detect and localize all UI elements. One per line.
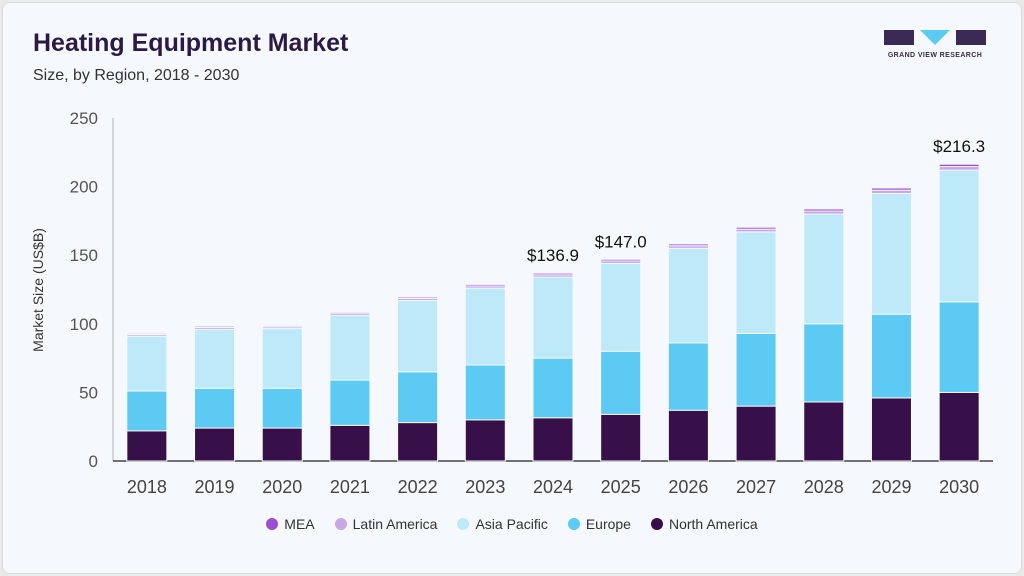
bar-segment-mea	[397, 296, 439, 299]
x-tick-label: 2019	[195, 477, 235, 497]
bar-segment-europe	[735, 332, 777, 407]
bar-segment-north-america	[870, 397, 912, 462]
bar-segment-europe	[803, 323, 845, 403]
y-tick-label: 150	[70, 246, 98, 265]
bar-segment-asia-pacific	[126, 335, 168, 392]
y-tick-label: 50	[79, 383, 98, 402]
bar-segment-north-america	[600, 413, 642, 462]
bar-segment-europe	[667, 342, 709, 411]
legend-label: MEA	[284, 516, 315, 532]
bar-segment-mea	[194, 325, 236, 329]
chart-title: Heating Equipment Market	[33, 29, 349, 57]
x-tick-label: 2021	[330, 477, 370, 497]
bar-segment-mea	[464, 283, 506, 287]
y-tick-label: 100	[70, 315, 98, 334]
bar-segment-mea	[938, 163, 980, 168]
bar-segment-latin-america	[938, 166, 980, 171]
legend-swatch	[457, 518, 470, 530]
y-axis-title: Market Size (US$B)	[30, 228, 46, 352]
legend-item: Asia Pacific	[457, 516, 548, 532]
bar-segment-north-america	[532, 417, 574, 462]
bar-segment-mea	[803, 208, 845, 212]
bar-segment-europe	[532, 357, 574, 419]
bar-segment-asia-pacific	[194, 328, 236, 389]
y-tick-label: 200	[70, 178, 98, 197]
legend-label: Asia Pacific	[475, 516, 548, 532]
bar-segment-europe	[329, 379, 371, 426]
legend-swatch	[567, 518, 580, 530]
bar-segment-asia-pacific	[600, 262, 642, 352]
x-tick-label: 2024	[533, 477, 573, 497]
bar-segment-asia-pacific	[803, 213, 845, 325]
chart-subtitle: Size, by Region, 2018 - 2030	[33, 67, 240, 84]
x-tick-label: 2027	[736, 477, 776, 497]
bar-segment-north-america	[194, 427, 236, 462]
data-label: $216.3	[933, 137, 985, 156]
bar-segment-mea	[261, 325, 303, 328]
bar-segment-europe	[600, 350, 642, 415]
bar-segment-europe	[126, 390, 168, 432]
y-tick-label: 250	[70, 109, 98, 128]
bar-segment-asia-pacific	[261, 328, 303, 389]
bar-segment-europe	[870, 313, 912, 399]
logo-text: GRAND VIEW RESEARCH	[887, 52, 983, 59]
legend-item: Europe	[567, 516, 631, 532]
bar-segment-north-america	[126, 430, 168, 462]
bar-segment-mea	[600, 258, 642, 262]
grand-view-research-logo: GRAND VIEW RESEARCH	[884, 28, 986, 62]
legend-item: MEA	[266, 516, 315, 532]
x-tick-label: 2028	[804, 477, 844, 497]
bar-segment-asia-pacific	[329, 315, 371, 381]
bar-segment-mea	[667, 243, 709, 247]
bar-segment-asia-pacific	[397, 299, 439, 373]
bar-segment-north-america	[397, 422, 439, 462]
legend-label: North America	[668, 516, 758, 532]
bar-segment-asia-pacific	[735, 231, 777, 334]
bar-segment-asia-pacific	[870, 192, 912, 315]
bar-segment-mea	[870, 187, 912, 191]
bar-segment-north-america	[464, 419, 506, 462]
x-tick-label: 2026	[668, 477, 708, 497]
x-tick-label: 2029	[871, 477, 911, 497]
legend-item: Latin America	[334, 516, 438, 532]
legend-swatch	[266, 518, 279, 530]
bar-segment-mea	[735, 226, 777, 230]
legend-swatch	[334, 518, 347, 530]
x-tick-label: 2023	[465, 477, 505, 497]
x-tick-label: 2018	[127, 477, 167, 497]
legend: MEA Latin America Asia Pacific Europe North …	[0, 516, 1024, 532]
bar-segment-europe	[464, 364, 506, 421]
x-tick-label: 2030	[939, 477, 979, 497]
bar-segment-mea	[532, 272, 574, 276]
bar-segment-europe	[261, 387, 303, 429]
legend-item: North America	[650, 516, 758, 532]
bar-segment-asia-pacific	[464, 287, 506, 366]
legend-swatch	[650, 518, 663, 530]
bar-segment-europe	[938, 301, 980, 393]
x-tick-label: 2022	[398, 477, 438, 497]
bar-segment-north-america	[261, 427, 303, 462]
data-label: $147.0	[595, 232, 647, 251]
bar-segment-north-america	[735, 405, 777, 462]
bar-segment-mea	[329, 311, 371, 315]
bar-segment-north-america	[803, 401, 845, 462]
bar-segment-north-america	[938, 391, 980, 462]
bar-segment-asia-pacific	[938, 169, 980, 303]
bar-segment-north-america	[667, 409, 709, 462]
legend-label: Europe	[585, 516, 631, 532]
x-tick-label: 2020	[262, 477, 302, 497]
data-label: $136.9	[527, 246, 579, 265]
bar-segment-north-america	[329, 424, 371, 462]
bar-segment-asia-pacific	[667, 247, 709, 344]
bar-segment-europe	[194, 387, 236, 429]
y-tick-label: 0	[89, 452, 98, 471]
x-tick-label: 2025	[601, 477, 641, 497]
bar-segment-mea	[126, 332, 168, 336]
legend-label: Latin America	[352, 516, 438, 532]
bar-segment-europe	[397, 371, 439, 424]
bar-segment-asia-pacific	[532, 276, 574, 359]
